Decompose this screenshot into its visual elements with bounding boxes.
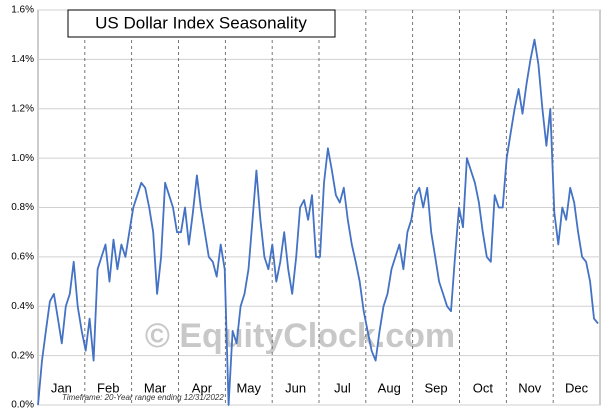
title-box xyxy=(67,9,336,38)
x-tick-label: Apr xyxy=(192,380,213,395)
x-tick-label: Sep xyxy=(425,380,448,395)
y-tick-label: 0.4% xyxy=(11,301,34,312)
x-tick-label: Aug xyxy=(378,380,401,395)
y-tick-label: 0.2% xyxy=(11,350,34,361)
watermark: © EquityClock.com xyxy=(145,317,455,355)
x-tick-label: Oct xyxy=(473,380,494,395)
x-tick-label: Feb xyxy=(97,380,119,395)
x-tick-label: Jun xyxy=(285,380,306,395)
x-tick-label: Jul xyxy=(334,380,351,395)
y-tick-label: 1.0% xyxy=(11,153,34,164)
y-tick-label: 0.8% xyxy=(11,202,34,213)
y-tick-label: 1.4% xyxy=(11,54,34,65)
x-tick-label: May xyxy=(236,380,261,395)
footnote: Timeframe: 20-Year range ending 12/31/20… xyxy=(62,393,224,402)
x-tick-label: Mar xyxy=(144,380,167,395)
x-tick-label: Dec xyxy=(565,380,589,395)
y-tick-label: 0.0% xyxy=(11,400,34,411)
y-tick-label: 1.6% xyxy=(11,5,34,16)
series-line xyxy=(37,38,599,406)
chart-title: US Dollar Index Seasonality xyxy=(95,13,307,32)
x-tick-label: Jan xyxy=(51,380,72,395)
y-tick-label: 0.6% xyxy=(11,252,34,263)
x-tick-label: Nov xyxy=(518,380,542,395)
y-tick-label: 1.2% xyxy=(11,103,34,114)
